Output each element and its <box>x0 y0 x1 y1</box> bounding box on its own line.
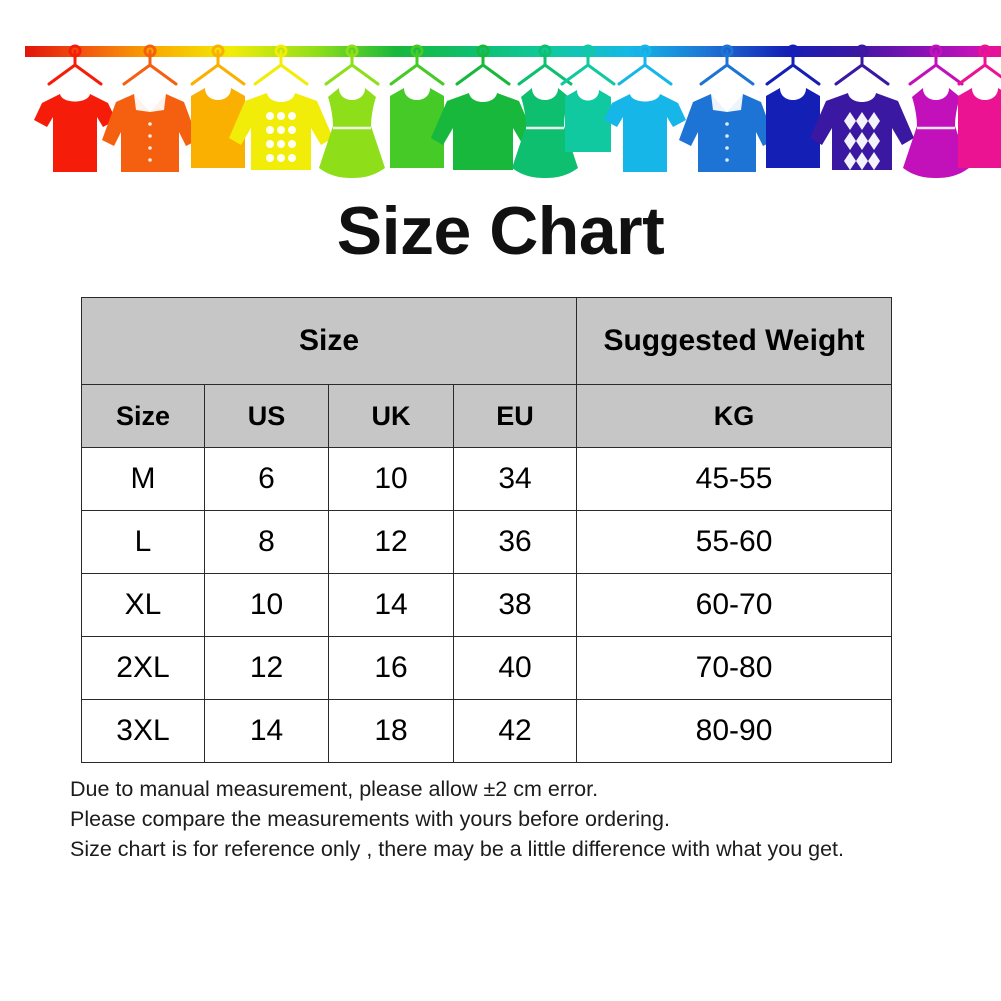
cell-us: 12 <box>204 636 329 700</box>
cell-eu: 42 <box>452 699 578 763</box>
hanger-icon <box>47 44 103 86</box>
argyle-sweater-icon <box>810 44 914 170</box>
hanger-icon <box>560 44 616 86</box>
header-suggested-weight-group: Suggested Weight <box>576 297 893 385</box>
size-chart-table-container: Size Suggested Weight Size US UK EU KG M… <box>80 297 893 763</box>
tank-top-icon <box>389 44 445 168</box>
cell-kg: 45-55 <box>576 447 893 511</box>
cell-eu: 36 <box>452 510 578 574</box>
clothing-rail-banner <box>0 0 1001 178</box>
table-column-header-row: Size US UK EU KG <box>81 384 893 448</box>
cell-us: 8 <box>204 510 329 574</box>
table-header-group-row: Size Suggested Weight <box>80 297 893 385</box>
hanging-rod <box>25 46 1001 57</box>
table-row: XL 10 14 38 60-70 <box>81 573 893 637</box>
cell-kg: 70-80 <box>576 636 893 700</box>
tank-top-icon <box>190 44 246 168</box>
column-header-eu: EU <box>452 384 578 448</box>
button-shirt-icon <box>679 44 775 172</box>
hanger-icon <box>253 44 309 86</box>
cell-eu: 40 <box>452 636 578 700</box>
tshirt-icon <box>34 44 116 172</box>
table-row: L 8 12 36 55-60 <box>81 510 893 574</box>
disclaimer-notes: Due to manual measurement, please allow … <box>70 774 990 864</box>
hanger-icon <box>908 44 964 86</box>
hanger-icon <box>324 44 380 86</box>
hanger-icon <box>834 44 890 86</box>
tshirt-icon <box>604 44 686 172</box>
small-top-icon <box>560 44 616 152</box>
cell-eu: 38 <box>452 573 578 637</box>
column-header-uk: UK <box>328 384 454 448</box>
cell-uk: 16 <box>328 636 454 700</box>
size-chart-table: Size Suggested Weight Size US UK EU KG M… <box>80 297 893 763</box>
button-shirt-icon <box>102 44 198 172</box>
tank-top-icon <box>765 44 821 168</box>
dress-icon <box>901 44 971 178</box>
header-size-group: Size <box>80 297 578 385</box>
hanger-icon <box>517 44 573 86</box>
page-title: Size Chart <box>336 193 665 269</box>
note-line: Due to manual measurement, please allow … <box>70 777 599 801</box>
table-row: M 6 10 34 45-55 <box>81 447 893 511</box>
note-line: Size chart is for reference only , there… <box>70 837 844 861</box>
cell-size: 3XL <box>81 699 205 763</box>
sweater-icon <box>431 44 535 170</box>
note-line: Please compare the measurements with you… <box>70 807 670 831</box>
cell-uk: 10 <box>328 447 454 511</box>
cell-kg: 55-60 <box>576 510 893 574</box>
hanger-icon <box>389 44 445 86</box>
cell-size: XL <box>81 573 205 637</box>
hanger-icon <box>617 44 673 86</box>
table-row: 2XL 12 16 40 70-80 <box>81 636 893 700</box>
table-body: M 6 10 34 45-55 L 8 12 36 55-60 XL 10 14 38 60-70 2XL 12… <box>81 447 893 763</box>
polka-sweater-icon <box>229 44 333 170</box>
hanger-icon <box>699 44 755 86</box>
cell-uk: 18 <box>328 699 454 763</box>
hanger-icon <box>190 44 246 86</box>
hanger-icon <box>957 44 1001 86</box>
cell-us: 10 <box>204 573 329 637</box>
cell-uk: 12 <box>328 510 454 574</box>
column-header-kg: KG <box>576 384 893 448</box>
cell-kg: 80-90 <box>576 699 893 763</box>
dress-icon <box>510 44 580 178</box>
cell-eu: 34 <box>452 447 578 511</box>
cell-us: 14 <box>204 699 329 763</box>
garment-group <box>34 44 1001 178</box>
cell-size: 2XL <box>81 636 205 700</box>
dress-icon <box>317 44 387 178</box>
table-row: 3XL 14 18 42 80-90 <box>81 699 893 763</box>
hanger-icon <box>122 44 178 86</box>
cell-size: M <box>81 447 205 511</box>
column-header-us: US <box>204 384 329 448</box>
cell-size: L <box>81 510 205 574</box>
hanger-icon <box>455 44 511 86</box>
column-header-size: Size <box>81 384 205 448</box>
cell-us: 6 <box>204 447 329 511</box>
tank-top-icon <box>957 44 1001 168</box>
hanger-icon <box>765 44 821 86</box>
cell-uk: 14 <box>328 573 454 637</box>
cell-kg: 60-70 <box>576 573 893 637</box>
